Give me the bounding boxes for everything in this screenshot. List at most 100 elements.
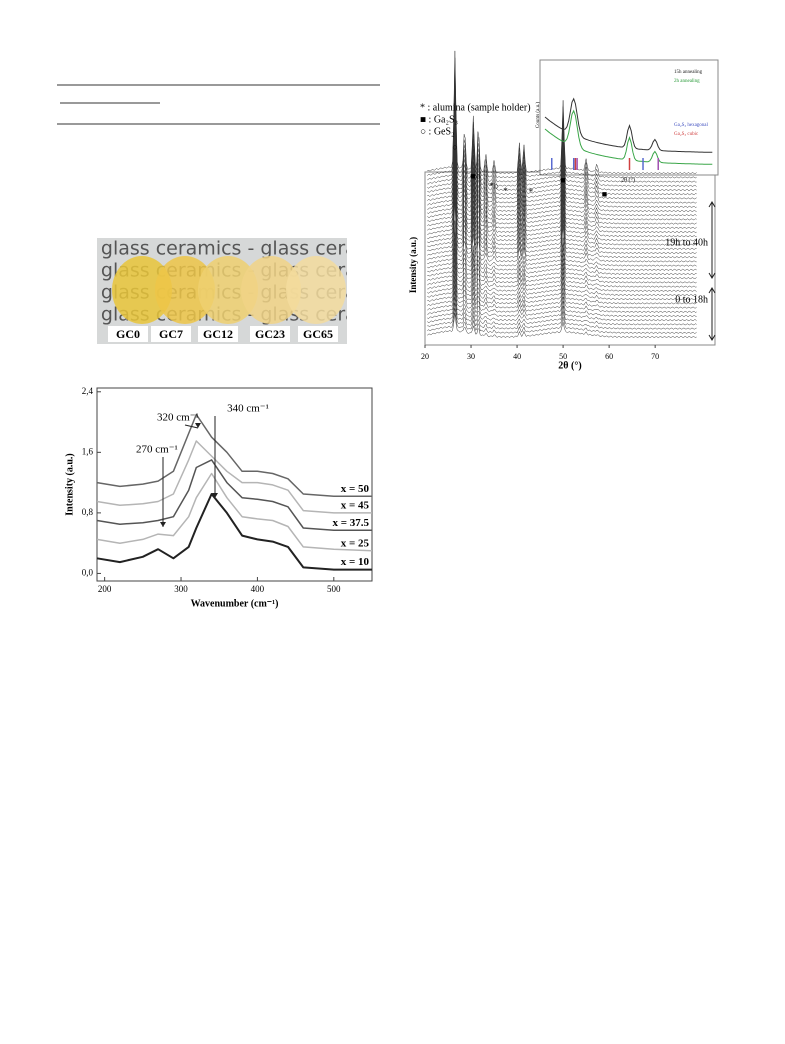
peak-marker: * (529, 187, 534, 197)
y-axis-label: Intensity (a.u.) (64, 453, 75, 516)
inset-ref-label: Ga₂S₃ hexagonal (674, 123, 709, 128)
range-label: 19h to 40h (665, 237, 708, 248)
xrd-pattern (427, 296, 697, 326)
photo-text: - glass ceramics - glass ceramics - glas… (88, 238, 535, 260)
xrd-pattern (427, 151, 697, 234)
xrd-pattern (427, 264, 697, 301)
xrd-pattern (427, 220, 697, 267)
arrow-head (160, 522, 166, 527)
sample-disc (155, 256, 215, 324)
annotation: 340 cm⁻¹ (227, 403, 269, 415)
y-tick-label: 1,6 (82, 446, 94, 456)
y-tick-label: 2,4 (82, 386, 94, 396)
sample-label: GC0 (116, 327, 140, 341)
arrow-head (708, 201, 716, 279)
xrd-pattern (427, 144, 697, 229)
xrd-pattern (427, 280, 697, 313)
inset-curve (544, 97, 713, 153)
xrd-pattern (427, 226, 697, 271)
peak-marker: * (503, 186, 508, 196)
annotation: 320 cm⁻¹ (157, 412, 199, 424)
sample-disc (112, 256, 172, 324)
series-line (96, 472, 373, 552)
xrd-pattern (427, 247, 697, 288)
y-tick-label: 0,0 (82, 567, 94, 577)
xrd-pattern (427, 200, 697, 263)
x-tick-label: 70 (651, 352, 659, 361)
arrow-head (708, 287, 716, 341)
sample-disc (286, 256, 346, 324)
xrd-pattern (427, 157, 697, 238)
inset-frame (539, 59, 719, 176)
sample-label: GC12 (203, 327, 233, 341)
xrd-pattern (427, 290, 697, 322)
xrd-pattern (427, 308, 697, 334)
xrd-pattern (427, 164, 697, 242)
inset-x-label: 2θ (°) (621, 176, 635, 183)
series-label: x = 25 (341, 537, 370, 549)
xrd-pattern (427, 275, 697, 309)
xrd-pattern (427, 243, 697, 284)
sample-disc (198, 256, 258, 324)
xrd-pattern (427, 302, 697, 330)
peak-marker: ■ (560, 175, 565, 185)
annotation-arrow (184, 424, 199, 429)
xrd-pattern (427, 187, 697, 255)
inset-legend: 15h annealing (674, 70, 703, 75)
sample-label: GC65 (303, 327, 333, 341)
peak-marker: ■ (602, 189, 607, 199)
xrd-pattern (427, 180, 697, 250)
peak-marker: ○ (452, 142, 457, 152)
xrd-pattern (427, 50, 697, 175)
x-tick-label: 20 (421, 352, 429, 361)
xrd-pattern (427, 252, 697, 292)
x-tick-label: 50 (559, 352, 567, 361)
peak-marker: ■○ (470, 171, 481, 181)
annotation: 270 cm⁻¹ (136, 444, 178, 456)
series-label: x = 50 (341, 483, 370, 495)
arrow-head (195, 423, 201, 428)
series-line (96, 413, 372, 497)
arrow-head (212, 493, 218, 498)
xrd-pattern (427, 258, 697, 297)
series-line (96, 440, 372, 514)
x-tick-label: 60 (605, 352, 613, 361)
sample-label-box (250, 326, 290, 342)
xrd-pattern (427, 121, 697, 217)
y-axis-label: Intensity (a.u.) (408, 237, 418, 293)
xrd-pattern (427, 270, 697, 305)
legend-entry: ○ : GeS₂ (420, 126, 455, 137)
xrd-pattern (427, 194, 697, 259)
range-label: 0 to 18h (675, 294, 708, 305)
x-axis-label: Wavenumber (cm⁻¹) (191, 598, 279, 609)
sample-label: GC7 (159, 327, 183, 341)
photo: - glass ceramics - glass ceramics - glas… (88, 238, 535, 344)
inset-curve (544, 109, 713, 165)
x-axis-label: 2θ (°) (558, 360, 581, 371)
peak-marker: *○ (489, 181, 499, 191)
xrd-pattern (427, 137, 697, 225)
inset-ref-label: Ga₂S₃ cubic (674, 132, 699, 137)
x-tick-label: 200 (98, 584, 112, 594)
sample-disc (241, 256, 301, 324)
xrd-pattern (427, 285, 697, 318)
sample-label-box (198, 326, 238, 342)
series-label: x = 10 (341, 556, 370, 568)
series-line (96, 459, 372, 532)
sample-label-box (151, 326, 191, 342)
xrd-pattern (427, 232, 697, 276)
x-tick-label: 400 (251, 584, 265, 594)
legend-entry: * : alumina (sample holder) (420, 102, 531, 113)
x-tick-label: 500 (327, 584, 341, 594)
x-tick-label: 40 (513, 352, 521, 361)
y-tick-label: 0,8 (82, 507, 94, 517)
series-line (96, 493, 372, 571)
series-label: x = 37.5 (332, 517, 369, 529)
legend-entry: ■ : Ga₂S₃ (420, 114, 458, 125)
xrd-pattern (427, 129, 697, 221)
sample-label: GC23 (255, 327, 285, 341)
inset-legend: 2h annealing (674, 79, 700, 84)
sample-label-box (298, 326, 338, 342)
raman-frame (96, 387, 373, 582)
